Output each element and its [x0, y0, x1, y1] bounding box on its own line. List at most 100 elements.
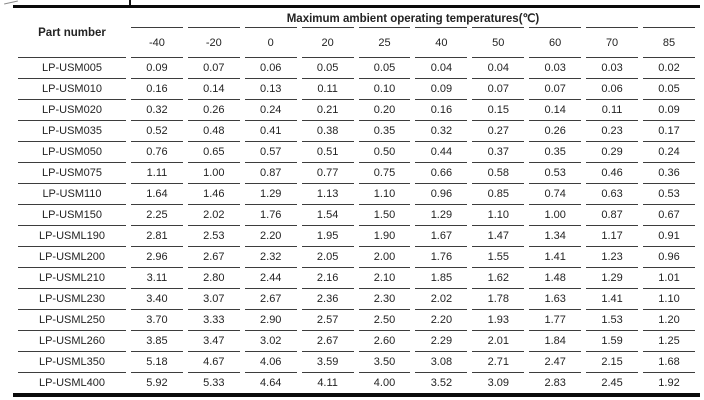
temperature-value-cell: 0.46 — [586, 162, 639, 183]
temperature-value-cell: 1.64 — [131, 183, 183, 204]
temperature-column-header: 20 — [301, 27, 354, 57]
temperature-value-cell: 0.04 — [472, 57, 525, 78]
temperature-value-cell: 0.67 — [643, 204, 695, 225]
temperature-value-cell: 2.81 — [131, 225, 183, 246]
table-row: LP-USM020 0.32 0.26 0.24 0.21 0.20 0.16 0.15 0.1… — [18, 99, 695, 120]
temperature-value-cell: 1.53 — [586, 309, 639, 330]
temperature-value-cell: 1.29 — [415, 204, 468, 225]
temperature-value-cell: 1.46 — [187, 183, 240, 204]
table-row: LP-USML250 3.70 3.33 2.90 2.57 2.50 2.20 1.93 1.… — [18, 309, 695, 330]
part-number-cell: LP-USML250 — [18, 309, 126, 330]
temperature-column-header: -20 — [187, 27, 240, 57]
temperature-value-cell: 2.44 — [244, 267, 297, 288]
temperature-value-cell: 5.33 — [187, 372, 240, 393]
temperature-value-cell: 1.41 — [586, 288, 639, 309]
temperature-value-cell: 2.83 — [529, 372, 582, 393]
temperature-value-cell: 3.85 — [131, 330, 183, 351]
temperature-value-cell: 0.09 — [643, 99, 695, 120]
temperature-value-cell: 4.06 — [244, 351, 297, 372]
temperature-value-cell: 1.10 — [472, 204, 525, 225]
temperature-value-cell: 0.37 — [472, 141, 525, 162]
temperature-value-cell: 0.29 — [586, 141, 639, 162]
temperature-value-cell: 2.02 — [415, 288, 468, 309]
temperature-value-cell: 4.11 — [301, 372, 354, 393]
temperature-value-cell: 3.33 — [187, 309, 240, 330]
temperature-value-cell: 2.57 — [301, 309, 354, 330]
temperature-value-cell: 4.64 — [244, 372, 297, 393]
temperature-value-cell: 0.13 — [244, 78, 297, 99]
part-number-cell: LP-USML190 — [18, 225, 126, 246]
temperature-value-cell: 2.01 — [472, 330, 525, 351]
temperature-value-cell: 0.07 — [187, 57, 240, 78]
temperature-value-cell: 0.10 — [358, 78, 411, 99]
temperature-value-cell: 0.17 — [643, 120, 695, 141]
temperature-value-cell: 0.58 — [472, 162, 525, 183]
temperature-value-cell: 1.01 — [643, 267, 695, 288]
temperature-value-cell: 2.45 — [586, 372, 639, 393]
temperature-value-cell: 4.67 — [187, 351, 240, 372]
temperature-value-cell: 0.50 — [358, 141, 411, 162]
temperature-value-cell: 2.96 — [131, 246, 183, 267]
temperature-column-header: -40 — [131, 27, 183, 57]
temperature-value-cell: 0.87 — [244, 162, 297, 183]
temperature-value-cell: 0.16 — [131, 78, 183, 99]
temperature-value-cell: 1.29 — [586, 267, 639, 288]
temperature-value-cell: 0.91 — [643, 225, 695, 246]
temperature-value-cell: 0.48 — [187, 120, 240, 141]
temperature-value-cell: 0.65 — [187, 141, 240, 162]
table-row: LP-USML200 2.96 2.67 2.32 2.05 2.00 1.76 1.55 1.… — [18, 246, 695, 267]
temperature-value-cell: 3.47 — [187, 330, 240, 351]
temperature-value-cell: 3.40 — [131, 288, 183, 309]
temperature-value-cell: 0.07 — [529, 78, 582, 99]
temperature-value-cell: 0.11 — [586, 99, 639, 120]
temperature-value-cell: 1.78 — [472, 288, 525, 309]
temperature-value-cell: 0.32 — [131, 99, 183, 120]
temperature-value-cell: 2.47 — [529, 351, 582, 372]
temperature-value-cell: 0.27 — [472, 120, 525, 141]
table-row: LP-USM075 1.11 1.00 0.87 0.77 0.75 0.66 0.58 0.5… — [18, 162, 695, 183]
temperature-value-cell: 2.02 — [187, 204, 240, 225]
table-row: LP-USM110 1.64 1.46 1.29 1.13 1.10 0.96 0.85 0.7… — [18, 183, 695, 204]
temperature-value-cell: 1.92 — [643, 372, 695, 393]
temperature-value-cell: 2.16 — [301, 267, 354, 288]
temperature-value-cell: 0.14 — [187, 78, 240, 99]
temperature-value-cell: 1.68 — [643, 351, 695, 372]
temperature-value-cell: 1.25 — [643, 330, 695, 351]
table-row: LP-USML350 5.18 4.67 4.06 3.59 3.50 3.08 2.71 2.… — [18, 351, 695, 372]
temperature-value-cell: 0.53 — [643, 183, 695, 204]
table-row: LP-USM050 0.76 0.65 0.57 0.51 0.50 0.44 0.37 0.3… — [18, 141, 695, 162]
temperature-value-cell: 0.11 — [301, 78, 354, 99]
temperature-value-cell: 1.11 — [131, 162, 183, 183]
temperature-value-cell: 1.20 — [643, 309, 695, 330]
temperature-value-cell: 1.34 — [529, 225, 582, 246]
temperature-value-cell: 0.06 — [244, 57, 297, 78]
temperature-value-cell: 2.10 — [358, 267, 411, 288]
temperature-value-cell: 1.17 — [586, 225, 639, 246]
temperature-value-cell: 1.77 — [529, 309, 582, 330]
temperature-value-cell: 1.90 — [358, 225, 411, 246]
part-number-cell: LP-USML350 — [18, 351, 126, 372]
temperature-value-cell: 0.07 — [472, 78, 525, 99]
temperature-value-cell: 2.25 — [131, 204, 183, 225]
temperature-column-header: 60 — [529, 27, 582, 57]
temperature-value-cell: 0.66 — [415, 162, 468, 183]
temperature-value-cell: 3.50 — [358, 351, 411, 372]
temperature-value-cell: 0.06 — [586, 78, 639, 99]
temperature-value-cell: 0.09 — [415, 78, 468, 99]
temperature-value-cell: 2.53 — [187, 225, 240, 246]
temperature-value-cell: 0.32 — [415, 120, 468, 141]
temperature-value-cell: 1.48 — [529, 267, 582, 288]
part-number-cell: LP-USML260 — [18, 330, 126, 351]
temperature-value-cell: 0.04 — [415, 57, 468, 78]
temperature-value-cell: 2.67 — [301, 330, 354, 351]
data-table: Part number Maximum ambient operating te… — [13, 8, 700, 393]
temperature-value-cell: 3.02 — [244, 330, 297, 351]
temperature-value-cell: 1.85 — [415, 267, 468, 288]
temperature-value-cell: 0.05 — [301, 57, 354, 78]
temperature-value-cell: 0.24 — [643, 141, 695, 162]
part-number-cell: LP-USM005 — [18, 57, 126, 78]
temperature-value-cell: 0.41 — [244, 120, 297, 141]
temperature-value-cell: 0.75 — [358, 162, 411, 183]
temperature-value-cell: 3.09 — [472, 372, 525, 393]
